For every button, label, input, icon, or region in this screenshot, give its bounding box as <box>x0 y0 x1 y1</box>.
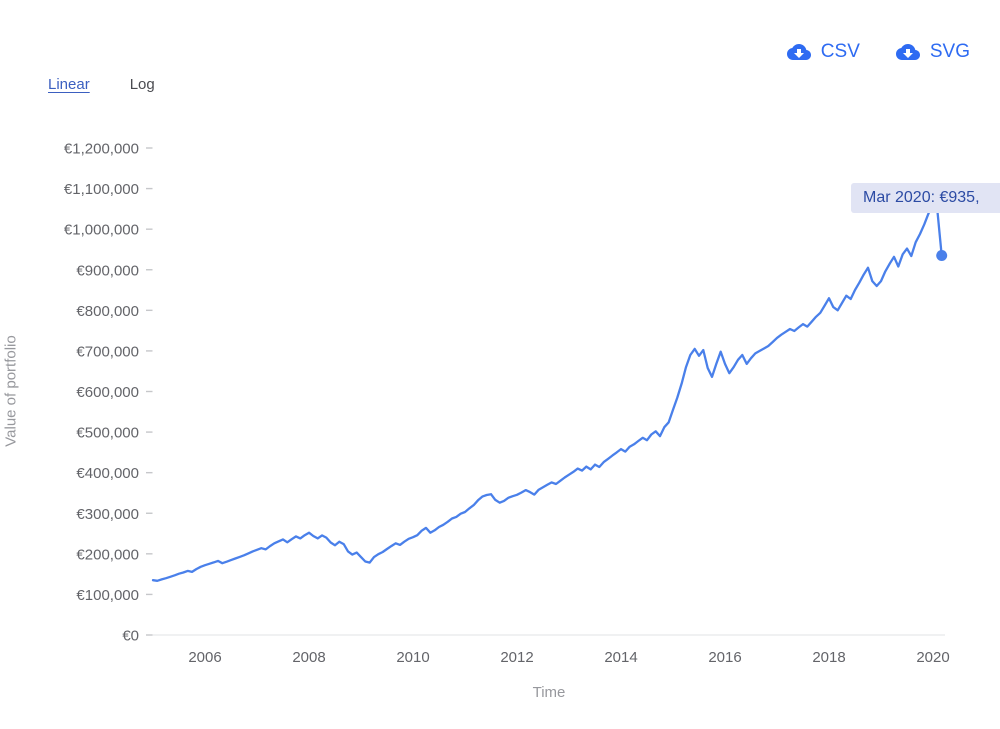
x-tick-label: 2010 <box>396 649 429 666</box>
y-tick-label: €800,000 <box>76 303 139 320</box>
y-tick-label: €500,000 <box>76 425 139 442</box>
x-tick-label: 2018 <box>812 649 845 666</box>
x-tick-label: 2016 <box>708 649 741 666</box>
download-csv-button[interactable]: CSV <box>786 40 860 64</box>
download-svg-button[interactable]: SVG <box>895 40 970 64</box>
tab-log[interactable]: Log <box>129 76 155 93</box>
y-tick-label: €1,100,000 <box>64 181 139 198</box>
csv-button-label: CSV <box>820 41 860 62</box>
y-tick-label: €0 <box>122 628 139 645</box>
y-axis-title: Value of portfolio <box>2 335 20 447</box>
svg-button-label: SVG <box>929 41 970 62</box>
x-tick-label: 2014 <box>604 649 637 666</box>
y-tick-label: €700,000 <box>76 343 139 360</box>
y-tick-label: €300,000 <box>76 506 139 523</box>
y-tick-label: €900,000 <box>76 262 139 279</box>
x-tick-label: 2020 <box>916 649 949 666</box>
cloud-download-icon <box>895 44 920 60</box>
x-axis-title: Time <box>532 684 566 701</box>
export-toolbar: CSV SVG <box>786 40 970 64</box>
x-tick-label: 2012 <box>500 649 533 666</box>
x-tick-label: 2006 <box>188 649 221 666</box>
highlighted-data-point[interactable] <box>936 250 948 261</box>
portfolio-line-series[interactable] <box>151 205 943 582</box>
chart-tooltip: Mar 2020: €935, <box>851 183 1000 213</box>
scale-tabs: Linear Log <box>48 76 155 93</box>
y-tick-label: €1,000,000 <box>64 222 139 239</box>
y-tick-label: €200,000 <box>76 546 139 563</box>
tab-linear[interactable]: Linear <box>48 76 90 93</box>
cloud-download-icon <box>786 44 811 60</box>
y-tick-label: €400,000 <box>76 465 139 482</box>
y-tick-label: €600,000 <box>76 384 139 401</box>
y-tick-label: €1,200,000 <box>64 141 139 158</box>
x-tick-label: 2008 <box>292 649 325 666</box>
y-tick-label: €100,000 <box>76 587 139 604</box>
